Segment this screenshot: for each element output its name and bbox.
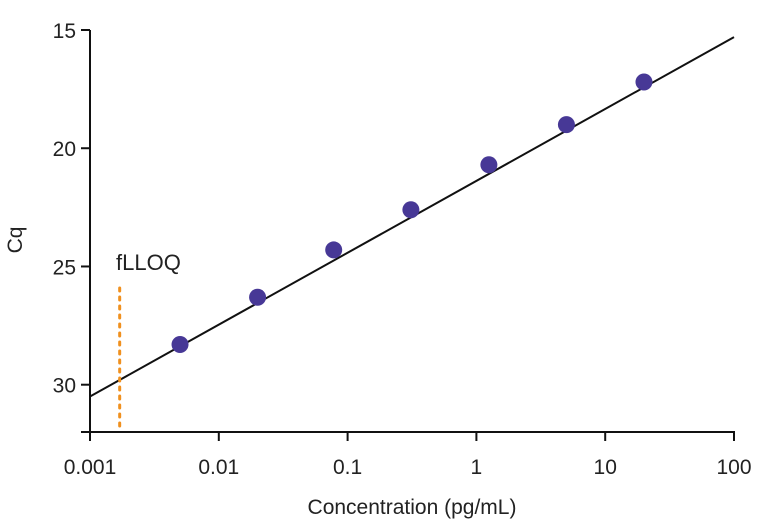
x-tick-label: 0.01 [198,456,239,479]
data-point [325,241,343,259]
x-tick-label: 10 [594,456,617,479]
x-tick-label: 1 [471,456,483,479]
data-point [635,73,653,91]
y-axis-title: Cq [4,227,27,254]
x-tick-label: 0.1 [333,456,362,479]
data-point [171,336,189,354]
y-tick-label: 20 [53,138,76,161]
x-tick-label: 100 [716,456,751,479]
x-tick-label: 0.001 [64,456,117,479]
tick-labels: 0.001 0.01 0.1 1 10 100 15 20 25 30 [53,20,752,479]
axes [81,30,735,441]
y-tick-label: 25 [53,256,76,279]
y-tick-label: 30 [53,375,76,398]
y-tick-label: 15 [53,20,76,43]
data-point [480,156,498,174]
data-point [249,288,267,306]
data-points [171,73,653,354]
lloq-label: fLLOQ [116,250,181,275]
data-point [557,116,575,134]
data-point [402,201,420,219]
tick-marks [81,29,735,441]
x-axis-title: Concentration (pg/mL) [308,496,517,519]
